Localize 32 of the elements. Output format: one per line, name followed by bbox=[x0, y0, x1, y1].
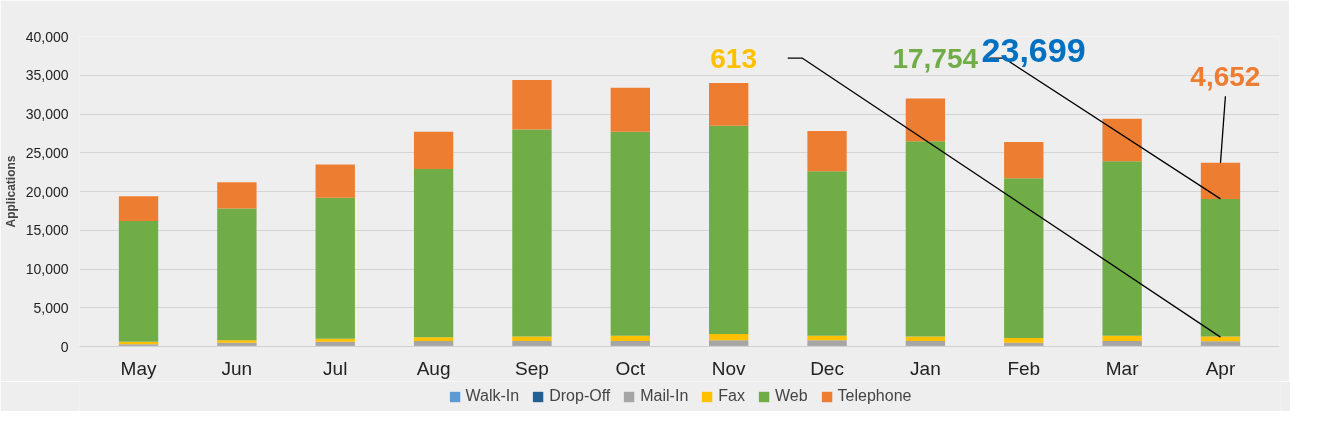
y-axis-title: Applications bbox=[3, 155, 18, 228]
x-tick-label: Oct bbox=[615, 357, 646, 379]
y-tick-label: 15,000 bbox=[25, 222, 69, 239]
legend-label: Fax bbox=[718, 387, 745, 405]
x-tick-label: May bbox=[120, 357, 157, 379]
y-tick-label: 40,000 bbox=[25, 28, 69, 45]
x-tick-label: Aug bbox=[416, 357, 451, 379]
y-tick-label: 0 bbox=[60, 338, 69, 355]
x-tick-label: Nov bbox=[711, 357, 747, 379]
x-tick-label: Feb bbox=[1007, 357, 1041, 379]
y-tick-label: 10,000 bbox=[25, 261, 69, 277]
y-tick-label: 5,000 bbox=[33, 299, 69, 316]
y-tick-label: 35,000 bbox=[25, 67, 69, 84]
y-tick-label: 30,000 bbox=[25, 106, 69, 122]
y-tick-label: 20,000 bbox=[25, 183, 69, 200]
x-tick-label: Sep bbox=[515, 357, 549, 379]
legend-label: Web bbox=[774, 387, 808, 405]
x-tick-label: Dec bbox=[810, 357, 844, 379]
legend-label: Telephone bbox=[837, 387, 912, 405]
y-tick-label: 25,000 bbox=[25, 144, 69, 161]
annotation: 17,754 bbox=[892, 42, 979, 74]
x-tick-label: Jun bbox=[221, 357, 253, 379]
x-tick-label: Jan bbox=[910, 357, 941, 379]
x-tick-label: Mar bbox=[1105, 357, 1140, 379]
annotation: 4,652 bbox=[1190, 61, 1261, 93]
annotation: 23,699 bbox=[981, 30, 1086, 69]
legend-label: Mail-In bbox=[640, 387, 689, 405]
x-tick-label: Jul bbox=[323, 357, 348, 379]
legend-label: Drop-Off bbox=[549, 387, 611, 405]
annotation: 613 bbox=[710, 42, 757, 74]
x-tick-label: Apr bbox=[1205, 357, 1236, 379]
legend-label: Walk-In bbox=[465, 387, 520, 405]
